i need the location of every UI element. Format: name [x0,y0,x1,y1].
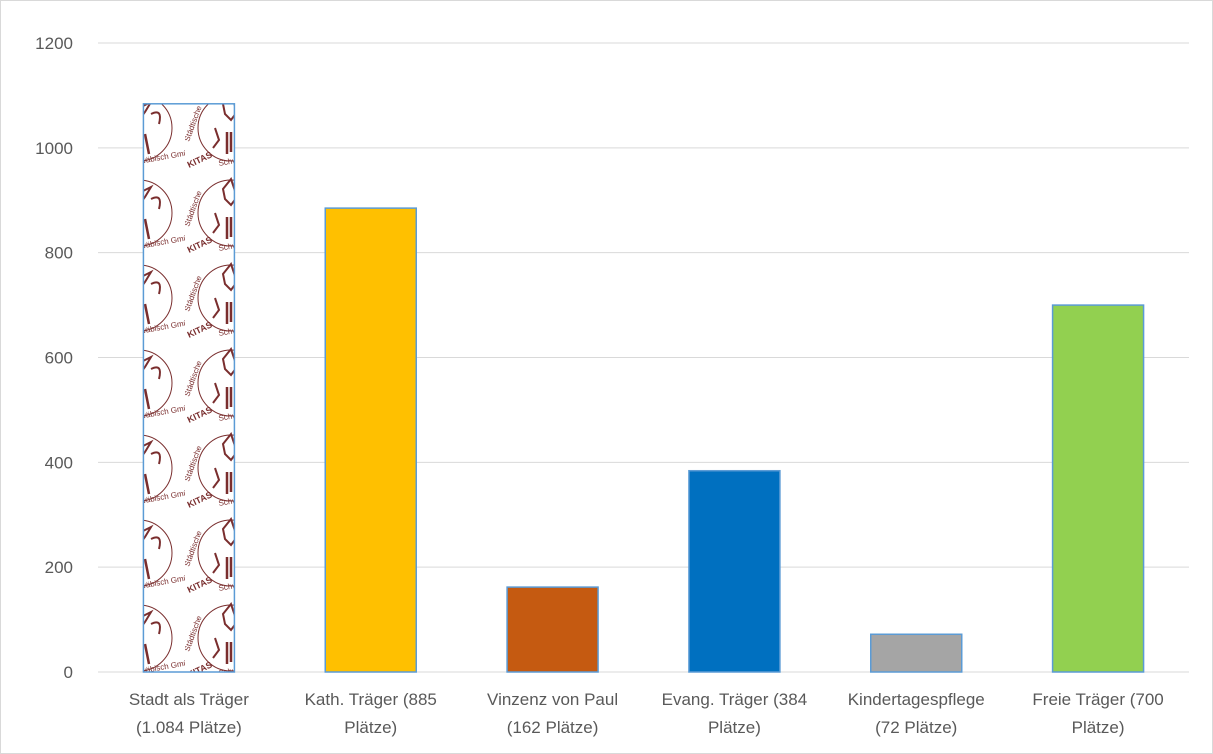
y-tick-label-200: 200 [45,558,73,577]
x-tick-label-2-line-0: Vinzenz von Paul [487,690,618,709]
x-axis: Stadt als Träger (1.084 Plätze) Kath. Träg… [129,690,1164,737]
x-tick-label-1-line-0: Kath. Träger (885 [305,690,437,709]
bar-2 [506,586,599,673]
bars [142,103,1145,673]
x-tick-label-0-line-0: Stadt als Träger [129,690,249,709]
x-tick-label-1-line-1: Plätze) [344,718,397,737]
y-tick-label-0: 0 [64,663,73,682]
x-tick-label-2-line-1: (162 Plätze) [507,718,599,737]
bar-1 [324,207,417,673]
y-tick-label-400: 400 [45,453,73,472]
x-tick-label-4-line-0: Kindertagespflege [848,690,985,709]
y-axis: 0 200 400 600 800 1000 1200 [35,34,73,682]
x-tick-label-3-line-1: Plätze) [708,718,761,737]
gridlines [98,42,1189,673]
y-tick-label-1200: 1200 [35,34,73,53]
bar-3 [688,469,781,673]
y-tick-label-1000: 1000 [35,139,73,158]
x-tick-label-5-line-0: Freie Träger (700 [1032,690,1163,709]
x-tick-label-3-line-0: Evang. Träger (384 [662,690,808,709]
x-tick-label-0-line-1: (1.084 Plätze) [136,718,242,737]
y-tick-label-800: 800 [45,244,73,263]
x-tick-label-5-line-1: Plätze) [1072,718,1125,737]
y-tick-label-600: 600 [45,349,73,368]
bar-0 [142,103,236,673]
bar-4 [870,633,963,673]
bar-5 [1051,304,1145,673]
x-tick-label-4-line-1: (72 Plätze) [875,718,957,737]
